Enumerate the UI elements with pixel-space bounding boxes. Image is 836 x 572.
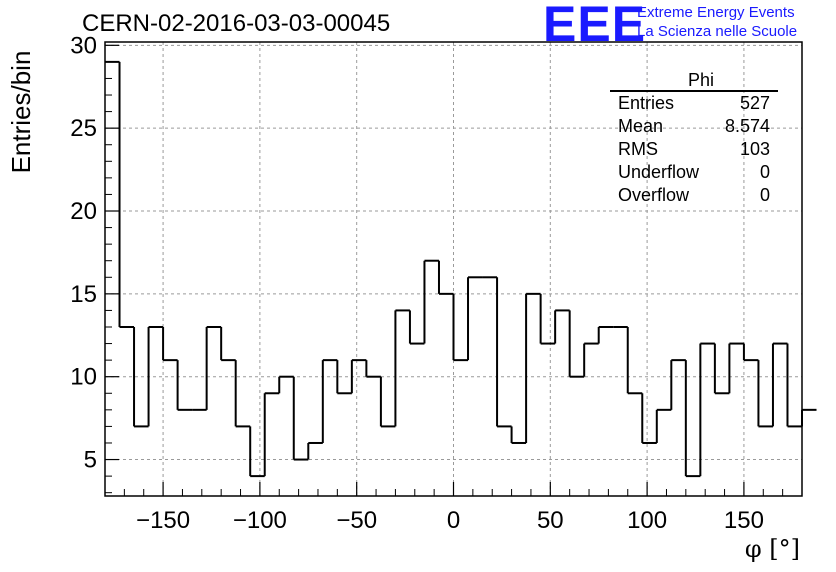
y-tick-label: 15	[70, 281, 97, 308]
histogram-series	[105, 60, 817, 478]
stats-value: 0	[759, 162, 770, 182]
stats-box: Phi Entries 527 Mean 8.574 RMS 103 Under…	[610, 70, 778, 207]
y-axis-label: Entries/bin	[6, 51, 36, 174]
stats-row: Underflow 0	[610, 161, 778, 184]
stats-row: Mean 8.574	[610, 115, 778, 138]
stats-label: RMS	[618, 139, 658, 159]
x-tick-label: −100	[233, 507, 287, 534]
axis-tick-labels: −150 −100 −50 0 50 100 150 5 10 15 20 25 30	[70, 32, 764, 534]
y-tick-label: 20	[70, 198, 97, 225]
stats-row: RMS 103	[610, 138, 778, 161]
stats-label: Underflow	[618, 162, 700, 182]
chart-title: CERN-02-2016-03-03-00045	[82, 10, 391, 37]
stats-row: Overflow 0	[610, 184, 778, 207]
y-tick-label: 30	[70, 32, 97, 59]
stats-row: Entries 527	[610, 92, 778, 115]
stats-title: Phi	[610, 70, 778, 92]
stats-label: Mean	[618, 116, 664, 136]
y-tick-label: 10	[70, 364, 97, 391]
y-tick-label: 5	[84, 447, 97, 474]
logo-line-2: La Scienza nelle Scuole	[637, 23, 798, 40]
stats-label: Overflow	[618, 185, 690, 205]
stats-value: 527	[739, 93, 770, 113]
stats-value: 0	[759, 185, 770, 205]
stats-label: Entries	[618, 93, 675, 113]
x-tick-label: −50	[336, 507, 377, 534]
y-tick-label: 25	[70, 115, 97, 142]
logo-subtitle: Extreme Energy Events La Scienza nelle S…	[637, 3, 797, 41]
stats-value: 8.574	[724, 116, 770, 136]
x-axis-label: φ [°]	[745, 535, 800, 563]
x-tick-label: 100	[627, 507, 667, 534]
x-tick-label: 150	[724, 507, 764, 534]
eee-logo: EEE	[543, 0, 647, 52]
x-tick-label: −150	[136, 507, 190, 534]
x-tick-label: 50	[537, 507, 564, 534]
logo-line-1: Extreme Energy Events	[637, 4, 795, 21]
stats-value: 103	[739, 139, 770, 159]
axis-ticks	[105, 44, 784, 496]
x-tick-label: 0	[447, 507, 460, 534]
